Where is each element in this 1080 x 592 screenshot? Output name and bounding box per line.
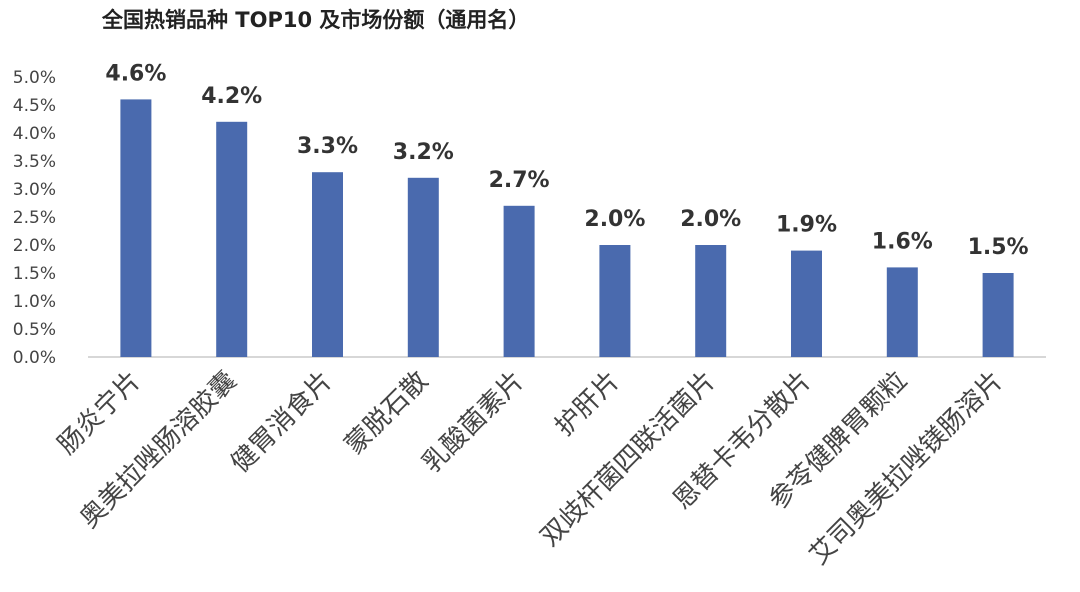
bar bbox=[312, 172, 343, 357]
y-tick-label: 2.5% bbox=[13, 208, 56, 228]
bar bbox=[216, 121, 248, 357]
bar bbox=[791, 250, 822, 357]
bar bbox=[503, 205, 535, 357]
data-label: 3.2% bbox=[393, 140, 454, 165]
bar bbox=[886, 267, 918, 357]
category-label: 乳酸菌素片 bbox=[417, 366, 530, 479]
bar bbox=[120, 99, 152, 358]
category-label: 健胃消食片 bbox=[225, 366, 338, 479]
data-label: 4.6% bbox=[105, 61, 166, 86]
bar bbox=[407, 177, 439, 357]
bar bbox=[599, 245, 631, 357]
category-label: 护肝片 bbox=[549, 366, 625, 442]
y-tick-label: 4.0% bbox=[13, 124, 56, 144]
bar bbox=[982, 273, 1014, 357]
data-label: 1.5% bbox=[968, 235, 1029, 260]
data-label: 1.9% bbox=[776, 213, 837, 238]
chart-title: 全国热销品种 TOP10 及市场份额（通用名） bbox=[102, 8, 530, 32]
y-tick-label: 3.0% bbox=[13, 180, 56, 200]
y-tick-label: 0.5% bbox=[13, 320, 56, 340]
y-tick-label: 1.0% bbox=[13, 292, 56, 312]
data-label: 2.0% bbox=[680, 207, 741, 232]
y-tick-label: 1.5% bbox=[13, 264, 56, 284]
data-label: 2.0% bbox=[584, 207, 645, 232]
bar bbox=[695, 245, 727, 357]
data-label: 1.6% bbox=[872, 229, 933, 254]
data-label: 4.2% bbox=[201, 84, 262, 109]
data-label: 3.3% bbox=[297, 134, 358, 159]
data-label: 2.7% bbox=[489, 168, 550, 193]
y-tick-label: 5.0% bbox=[13, 68, 56, 88]
y-tick-label: 3.5% bbox=[13, 152, 56, 172]
y-tick-label: 0.0% bbox=[13, 348, 56, 368]
category-label: 双歧杆菌四联活菌片 bbox=[535, 366, 722, 553]
y-tick-label: 4.5% bbox=[13, 96, 56, 116]
category-label: 蒙脱石散 bbox=[339, 366, 434, 461]
category-label: 艾司奥美拉唑镁肠溶片 bbox=[804, 366, 1009, 571]
category-label: 肠炎宁片 bbox=[52, 366, 147, 461]
y-tick-label: 2.0% bbox=[13, 236, 56, 256]
